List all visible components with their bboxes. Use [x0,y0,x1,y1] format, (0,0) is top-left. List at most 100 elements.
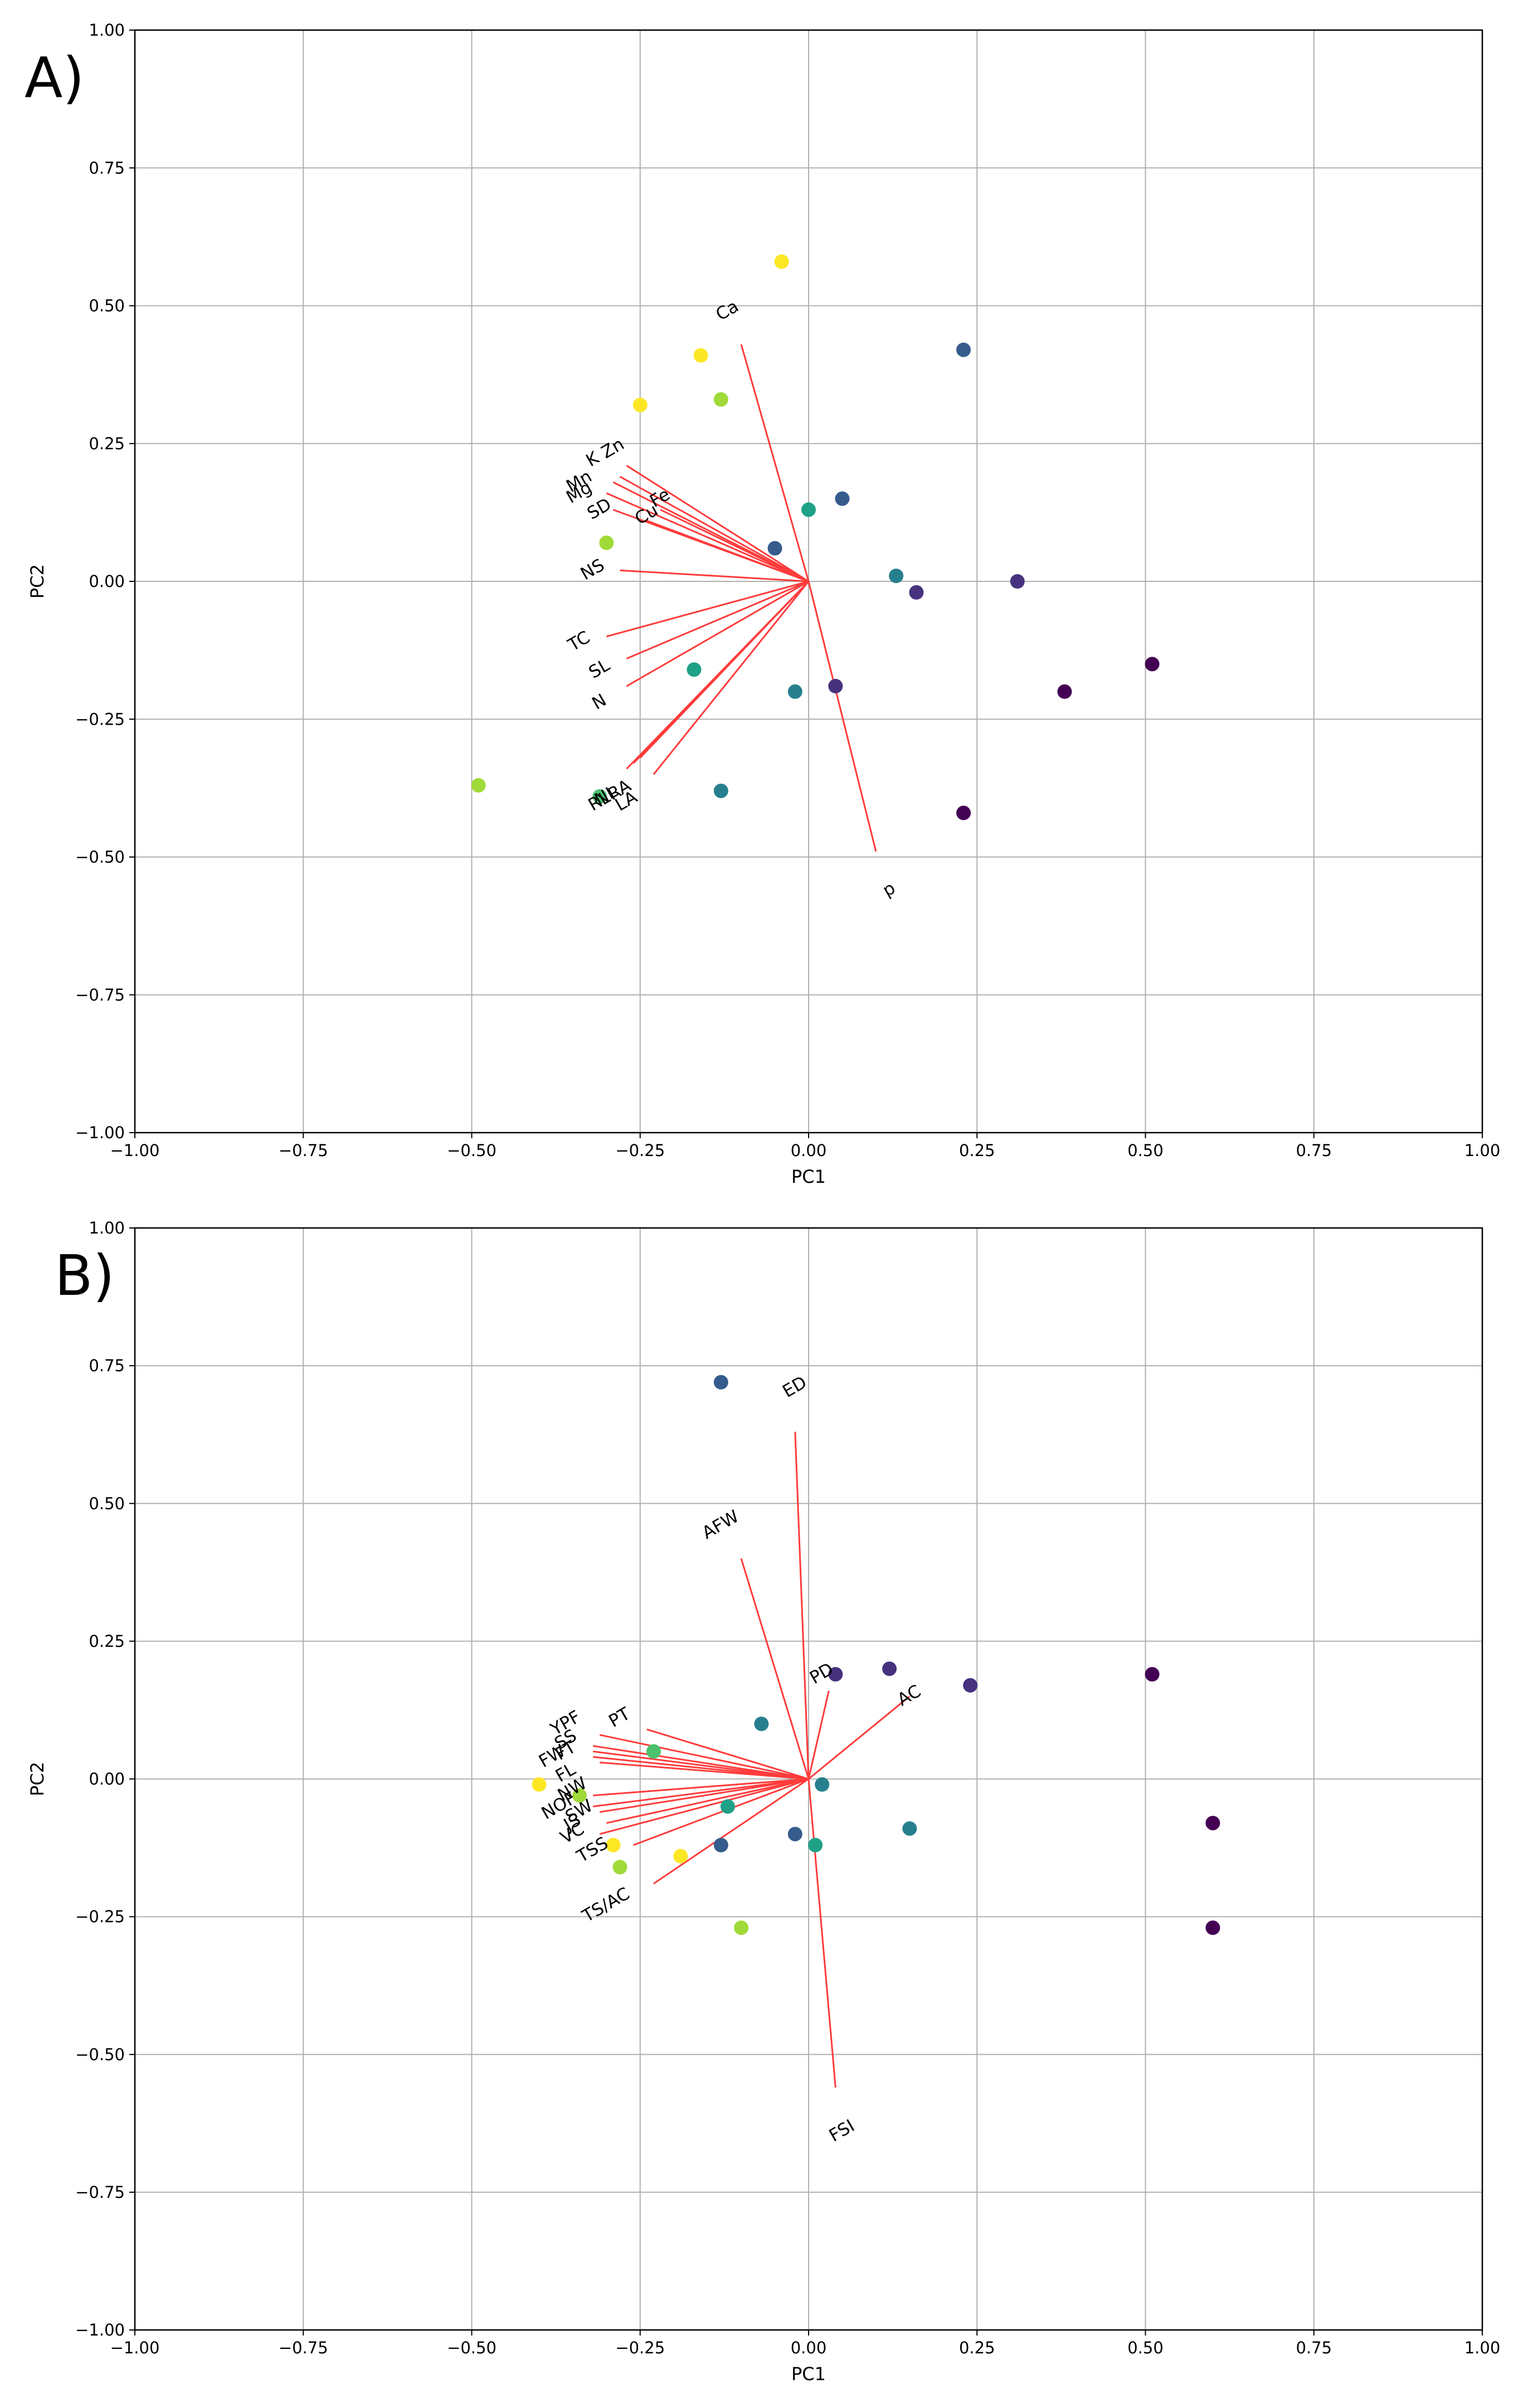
loading-vector-la [653,581,810,775]
loading-vector-ss [592,1745,809,1780]
y-tick-label: 0.75 [89,1356,125,1375]
x-tick-label: −1.00 [110,1141,160,1160]
loading-vector-ns [620,569,809,582]
loading-vector-ra [639,580,810,759]
y-tick-label: −0.50 [75,2045,125,2064]
loading-vector-p [807,581,877,852]
loading-vector-nof [592,1778,809,1808]
panel-b: EDAFWPDACPTYPFSSFWFTFLNWNOFSWJSVCTSSTS/A… [27,1218,1500,2385]
loading-vector-js [606,1778,809,1824]
x-tick-label: −0.25 [615,1141,665,1160]
data-point [828,1667,843,1682]
x-tick-label: −0.50 [447,2338,497,2357]
y-tick-label: 0.50 [89,297,125,315]
data-point [693,348,708,363]
y-tick-label: 0.25 [89,1632,125,1650]
data-point [1205,1815,1220,1831]
x-axis-label: PC1 [791,1166,826,1187]
loading-vector-sw [599,1778,809,1813]
loading-vector-nw [593,1778,809,1797]
loading-vector-ca [740,344,810,582]
data-point [471,778,486,793]
x-tick-label: 0.50 [1127,2338,1164,2357]
x-tick-label: −0.25 [615,2338,665,2357]
loading-vector-tss [633,1778,809,1846]
y-tick-label: 0.00 [89,572,125,591]
data-point [713,392,728,407]
panel-label: A) [25,45,84,110]
loading-vector-ac [808,1696,911,1780]
loading-vector-afw [740,1558,810,1779]
data-point [754,1716,769,1731]
data-point [808,1838,823,1853]
y-tick-label: 1.00 [89,1218,125,1237]
data-point [606,1838,621,1853]
data-point [801,502,816,517]
data-point [889,569,904,584]
y-tick-label: −0.25 [75,710,125,729]
x-tick-label: −0.75 [279,2338,328,2357]
data-point [909,585,924,600]
data-point [632,397,648,412]
data-point [713,783,728,798]
loading-vector-tc [606,580,809,638]
data-point [1145,1667,1160,1682]
x-tick-label: 0.75 [1296,1141,1332,1160]
loading-vector-sl [626,580,809,659]
panel-label: B) [55,1243,115,1308]
data-point [673,1848,688,1863]
y-tick-label: −0.25 [75,1907,125,1926]
x-tick-label: 0.25 [959,1141,995,1160]
y-tick-label: 1.00 [89,21,125,40]
data-point [720,1799,735,1814]
y-tick-label: 0.00 [89,1770,125,1789]
loading-vector-mg [606,492,809,582]
data-point [956,342,971,357]
loading-vector-fw [592,1750,809,1780]
loading-vector-pt [646,1729,809,1780]
x-tick-label: −1.00 [110,2338,160,2357]
x-tick-label: −0.50 [447,1141,497,1160]
x-tick-label: 0.75 [1296,2338,1332,2357]
data-point [956,805,971,821]
data-point [815,1777,830,1792]
data-point [1010,574,1025,589]
x-tick-label: 0.00 [791,2338,827,2357]
data-point [963,1678,978,1693]
data-point [713,1838,728,1853]
data-point [572,1788,587,1803]
loading-vector-fe [660,509,809,582]
data-point [787,1827,802,1842]
data-point [774,254,789,269]
data-point [592,789,607,804]
data-point [713,1375,728,1390]
data-point [902,1821,917,1836]
loading-vector-ypf [599,1734,809,1780]
y-tick-label: −0.75 [75,2183,125,2202]
y-tick-label: 0.50 [89,1494,125,1513]
data-point [835,491,850,506]
loading-vector-ts-ac [653,1778,809,1885]
loading-vector-fl [600,1761,809,1780]
loading-vector-n [626,580,809,687]
data-point [828,678,843,693]
y-axis-label: PC2 [27,1762,48,1797]
y-tick-label: 0.75 [89,158,125,177]
data-point [1145,657,1160,672]
y-tick-label: −0.50 [75,848,125,867]
x-tick-label: 0.25 [959,2338,995,2357]
data-point [687,662,702,677]
x-tick-label: 1.00 [1464,2338,1501,2357]
loading-vector-k [626,465,809,582]
data-point [1205,1920,1220,1935]
x-tick-label: −0.75 [279,1141,328,1160]
x-tick-label: 0.50 [1127,1141,1164,1160]
data-point [646,1744,661,1759]
data-point [882,1661,897,1676]
y-tick-label: −1.00 [75,1123,125,1142]
data-point [787,684,802,699]
loading-vector-ed [794,1431,810,1779]
